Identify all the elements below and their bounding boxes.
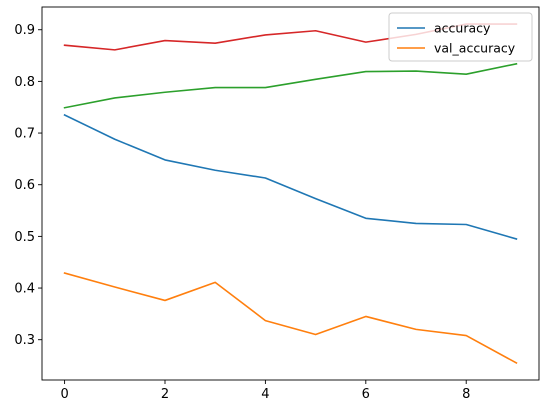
x-tick-label: 0 bbox=[60, 387, 68, 402]
series-line-val_accuracy bbox=[63, 272, 518, 365]
axes-frame bbox=[41, 6, 540, 381]
y-tick-label: 0.5 bbox=[14, 230, 35, 245]
x-tick-label: 2 bbox=[161, 387, 169, 402]
series-line-series-3 bbox=[63, 62, 518, 109]
legend-label-accuracy: accuracy bbox=[434, 21, 491, 36]
series-line-accuracy bbox=[63, 113, 518, 240]
legend: accuracy val_accuracy bbox=[388, 12, 533, 62]
x-tick-label: 4 bbox=[261, 387, 269, 402]
y-tick-label: 0.3 bbox=[14, 333, 35, 348]
x-tick-label: 8 bbox=[462, 387, 470, 402]
y-tick-label: 0.8 bbox=[14, 75, 35, 90]
axes: 0 2 4 6 8 0.3 0.4 0.5 0.6 0.7 0.8 0.9 bbox=[14, 6, 540, 402]
x-tick-label: 6 bbox=[362, 387, 370, 402]
y-tick-label: 0.6 bbox=[14, 178, 35, 193]
y-tick-label: 0.4 bbox=[14, 282, 35, 297]
legend-label-val_accuracy: val_accuracy bbox=[434, 41, 516, 56]
legend-box bbox=[388, 12, 533, 62]
y-tick-label: 0.9 bbox=[14, 23, 35, 38]
y-tick-label: 0.7 bbox=[14, 127, 35, 142]
